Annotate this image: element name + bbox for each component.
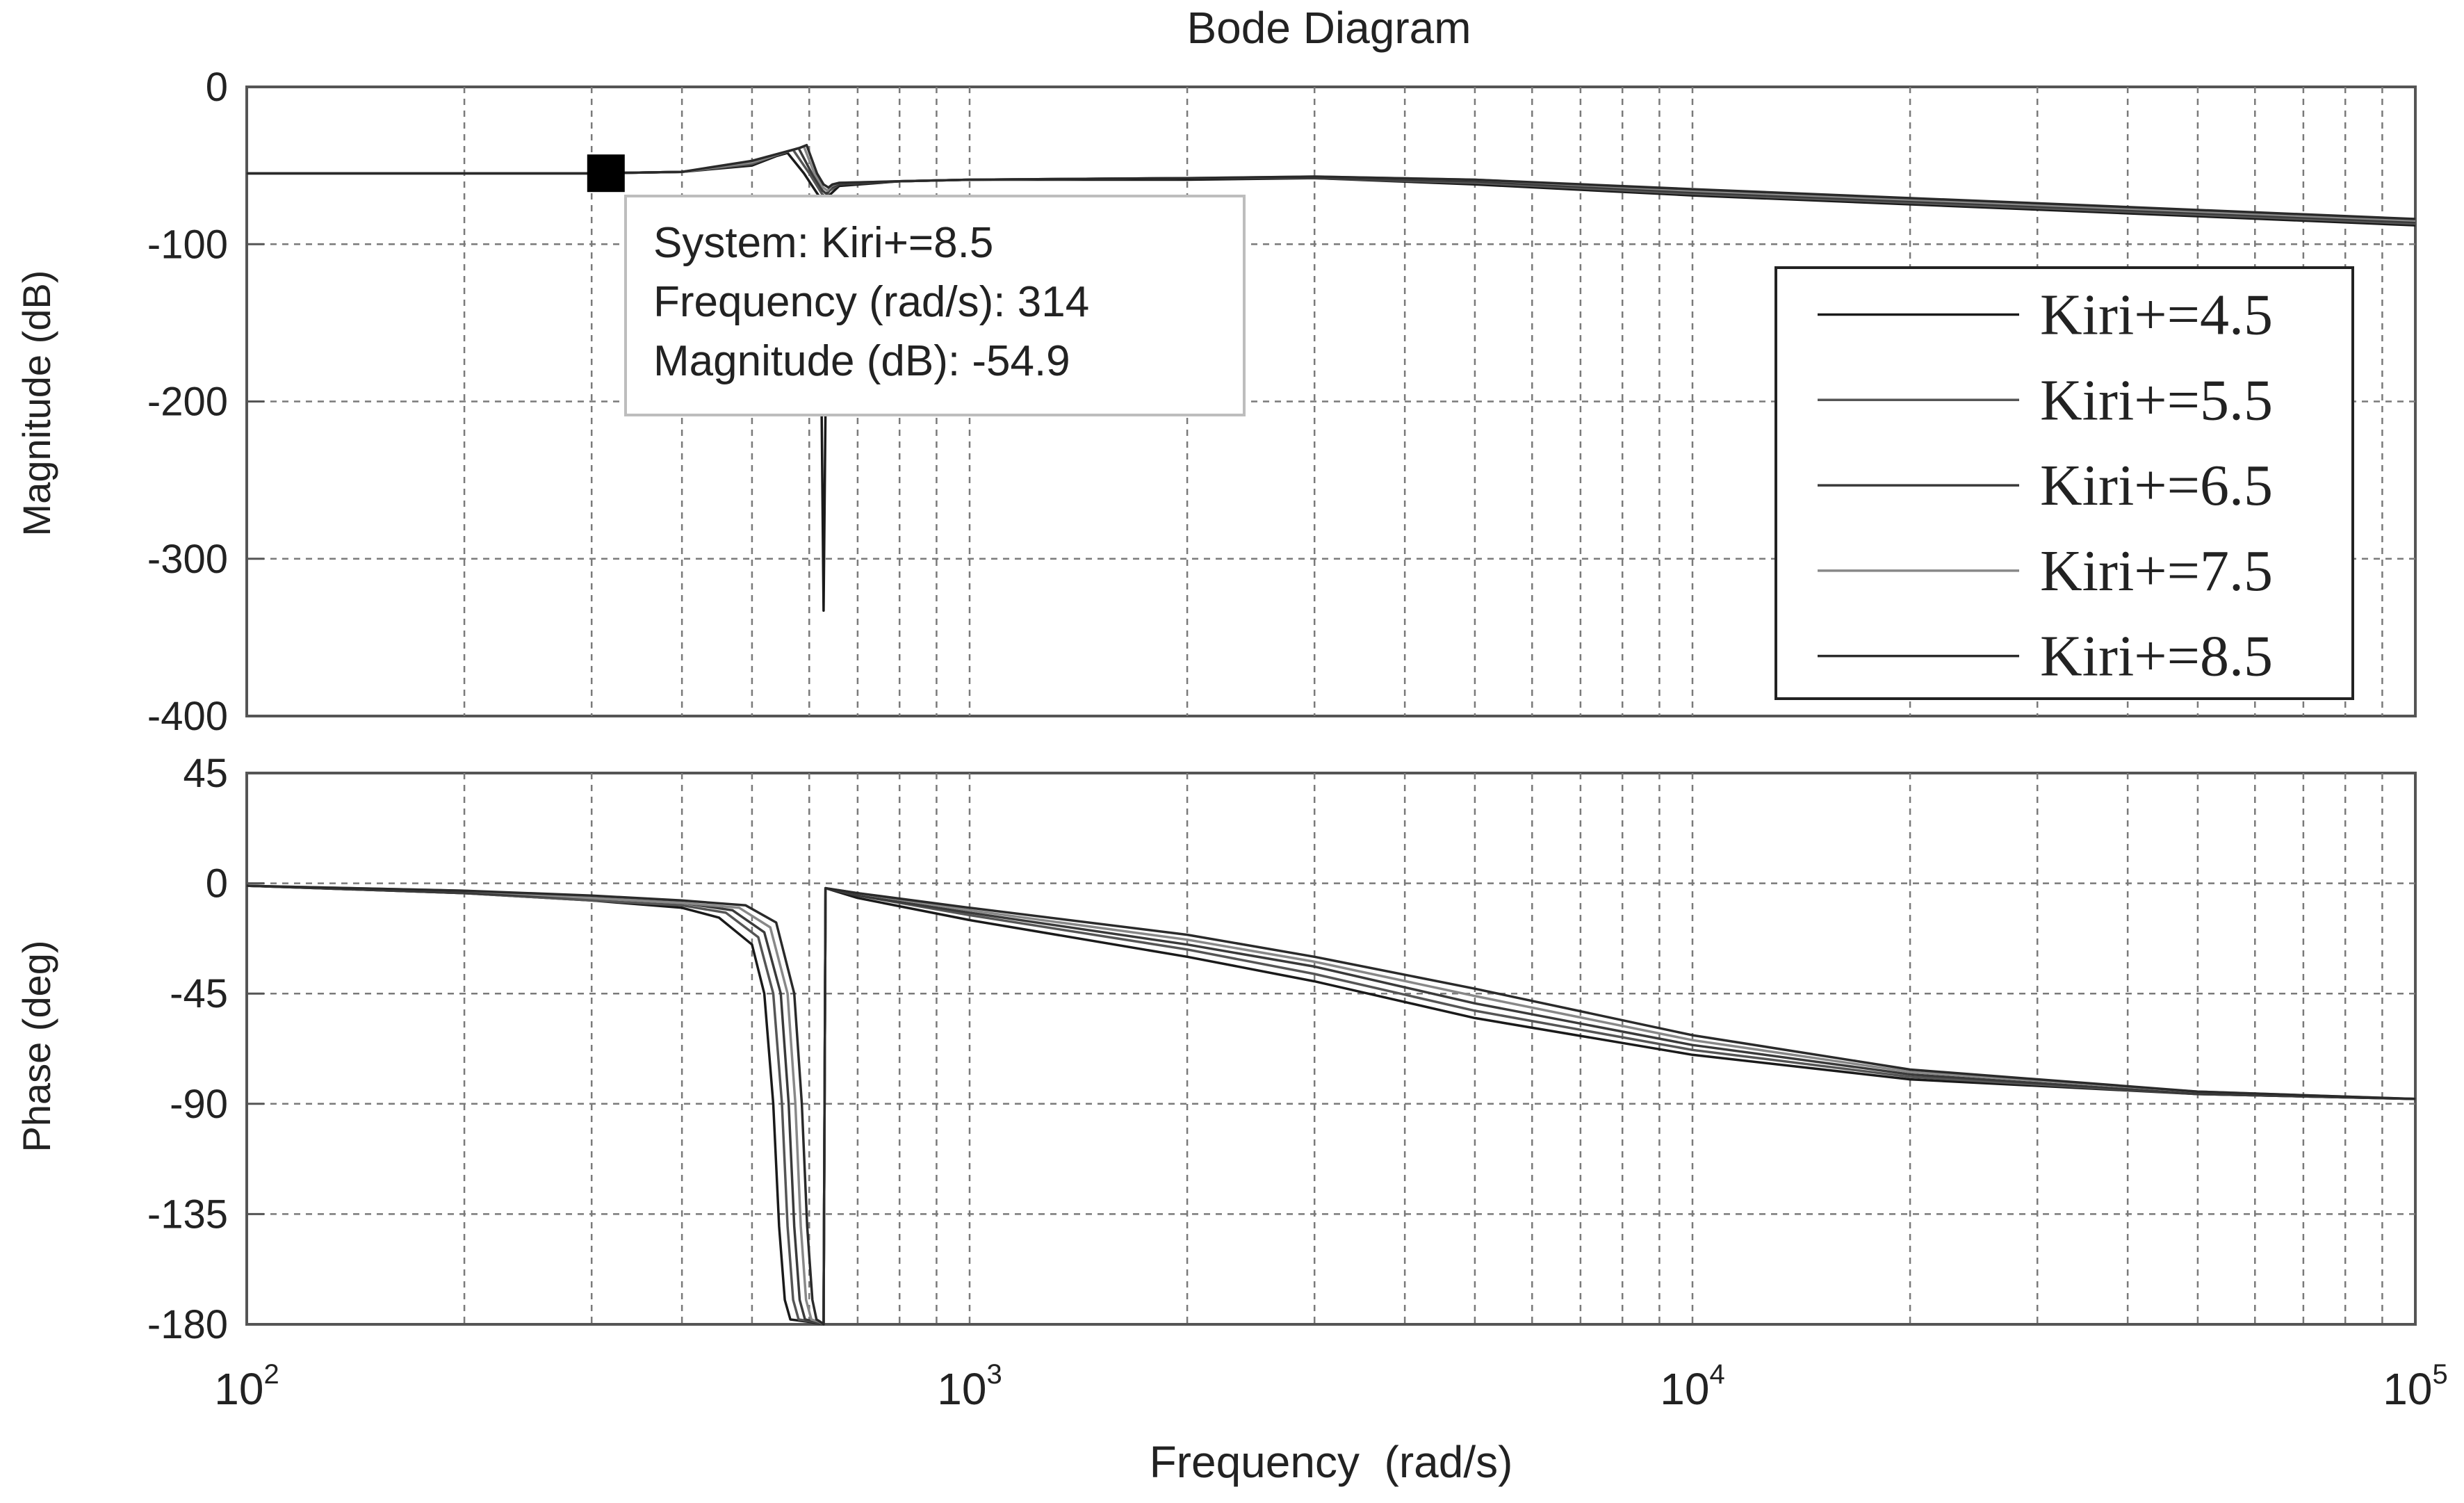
magnitude-y-axis-label: Magnitude (dB) <box>15 270 58 537</box>
legend-label: Kiri+=4.5 <box>2040 283 2273 348</box>
x-tick-label: 104 <box>1660 1359 1724 1414</box>
data-tip-box <box>624 195 1246 416</box>
data-tip[interactable]: System: Kiri+=8.5 Frequency (rad/s): 314… <box>587 154 1246 416</box>
data-tip-magnitude: Magnitude (dB): -54.9 <box>653 337 1070 385</box>
magnitude-y-tick-label: -400 <box>147 694 228 739</box>
legend-label: Kiri+=8.5 <box>2040 624 2273 689</box>
legend: Kiri+=4.5 Kiri+=5.5 Kiri+=6.5 Kiri+=7.5 Kiri… <box>1774 266 2354 700</box>
magnitude-y-tick-labels: 0 -100 -200 -300 -400 <box>147 65 228 739</box>
legend-box <box>1774 266 2354 700</box>
phase-y-tick-label: -45 <box>170 971 228 1016</box>
magnitude-y-tick-label: -300 <box>147 537 228 582</box>
data-tip-frequency: Frequency (rad/s): 314 <box>653 278 1089 326</box>
legend-label: Kiri+=5.5 <box>2040 368 2273 432</box>
phase-plot-area <box>245 772 2417 1326</box>
phase-y-tick-label: -180 <box>147 1302 228 1347</box>
phase-y-tick-label: 0 <box>206 861 228 907</box>
phase-panel: 45 0 -45 -90 -135 -180 Phase (deg) <box>15 751 2417 1347</box>
magnitude-y-tick-label: 0 <box>206 65 228 110</box>
chart-title: Bode Diagram <box>1186 3 1471 53</box>
x-tick-label: 103 <box>937 1359 1002 1414</box>
x-axis-label: Frequency (rad/s) <box>1150 1437 1513 1487</box>
phase-y-tick-label: -90 <box>170 1082 228 1127</box>
phase-y-tick-label: 45 <box>183 751 228 796</box>
magnitude-series-line <box>247 143 2416 220</box>
phase-y-tick-labels: 45 0 -45 -90 -135 -180 <box>147 751 228 1347</box>
legend-label: Kiri+=6.5 <box>2040 453 2273 518</box>
phase-series-line <box>246 884 2416 1326</box>
phase-series <box>246 884 2416 1326</box>
x-tick-label: 105 <box>2383 1359 2447 1414</box>
phase-y-axis-label: Phase (deg) <box>15 940 58 1152</box>
phase-y-tick-label: -135 <box>147 1192 228 1237</box>
magnitude-y-tick-label: -200 <box>147 380 228 425</box>
legend-label: Kiri+=7.5 <box>2040 539 2273 603</box>
x-tick-label: 102 <box>214 1359 279 1414</box>
legend-items: Kiri+=4.5 Kiri+=5.5 Kiri+=6.5 Kiri+=7.5 Kiri… <box>1818 283 2273 689</box>
data-tip-marker[interactable] <box>587 154 625 193</box>
magnitude-y-tick-label: -100 <box>147 222 228 267</box>
x-tick-labels: 102 103 104 105 <box>214 1359 2447 1414</box>
data-tip-system: System: Kiri+=8.5 <box>653 219 993 267</box>
